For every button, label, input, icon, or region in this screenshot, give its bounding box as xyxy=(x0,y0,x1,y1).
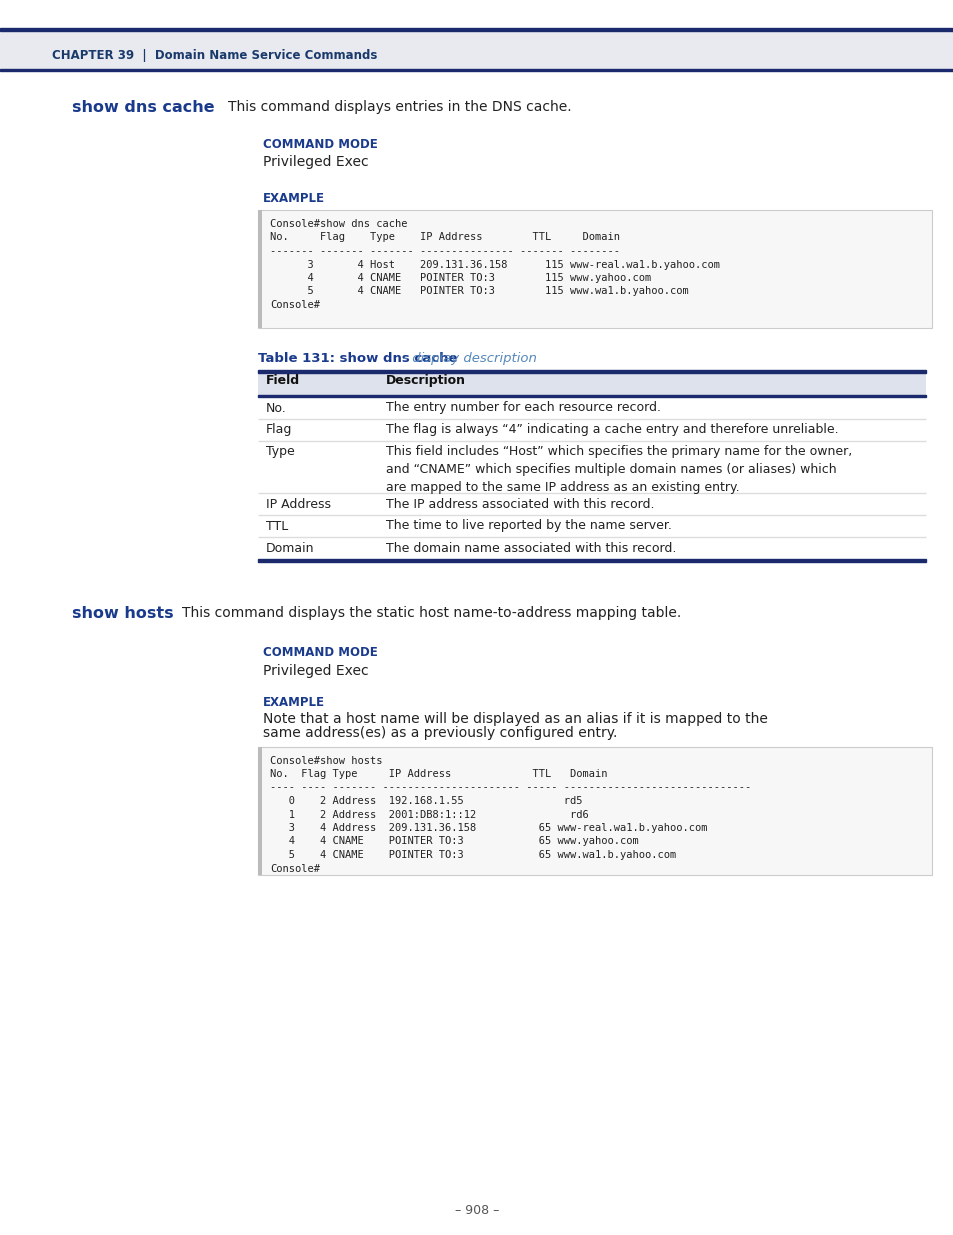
Text: The time to live reported by the name server.: The time to live reported by the name se… xyxy=(386,520,671,532)
Text: COMMAND MODE: COMMAND MODE xyxy=(263,138,377,151)
Text: No.  Flag Type     IP Address             TTL   Domain: No. Flag Type IP Address TTL Domain xyxy=(270,769,607,779)
Text: TTL: TTL xyxy=(266,520,288,532)
Bar xyxy=(0,28,953,31)
Bar xyxy=(257,210,262,329)
Text: The flag is always “4” indicating a cache entry and therefore unreliable.: The flag is always “4” indicating a cach… xyxy=(386,424,838,436)
Bar xyxy=(257,370,925,373)
Bar xyxy=(257,746,931,874)
Text: 3       4 Host    209.131.36.158      115 www-real.wa1.b.yahoo.com: 3 4 Host 209.131.36.158 115 www-real.wa1… xyxy=(270,259,720,269)
Text: Console#show hosts: Console#show hosts xyxy=(270,756,382,766)
Text: 5       4 CNAME   POINTER TO:3        115 www.wa1.b.yahoo.com: 5 4 CNAME POINTER TO:3 115 www.wa1.b.yah… xyxy=(270,287,688,296)
Bar xyxy=(0,31,953,69)
Text: show hosts: show hosts xyxy=(71,606,173,621)
Text: The entry number for each resource record.: The entry number for each resource recor… xyxy=(386,401,660,415)
Text: 1    2 Address  2001:DB8:1::12               rd6: 1 2 Address 2001:DB8:1::12 rd6 xyxy=(270,809,588,820)
Text: This field includes “Host” which specifies the primary name for the owner,
and “: This field includes “Host” which specifi… xyxy=(386,446,851,494)
Text: EXAMPLE: EXAMPLE xyxy=(263,697,325,709)
Bar xyxy=(257,373,925,395)
Text: This command displays the static host name-to-address mapping table.: This command displays the static host na… xyxy=(182,606,680,620)
Text: - display description: - display description xyxy=(399,352,537,366)
Text: Console#: Console# xyxy=(270,863,319,873)
Text: The IP address associated with this record.: The IP address associated with this reco… xyxy=(386,498,654,510)
Text: Description: Description xyxy=(386,374,465,387)
Text: Console#show dns cache: Console#show dns cache xyxy=(270,219,407,228)
Bar xyxy=(257,746,262,874)
Text: This command displays entries in the DNS cache.: This command displays entries in the DNS… xyxy=(228,100,571,114)
Text: 4       4 CNAME   POINTER TO:3        115 www.yahoo.com: 4 4 CNAME POINTER TO:3 115 www.yahoo.com xyxy=(270,273,651,283)
Text: 0    2 Address  192.168.1.55                rd5: 0 2 Address 192.168.1.55 rd5 xyxy=(270,797,582,806)
Bar xyxy=(257,395,925,396)
Text: ------- ------- ------- --------------- ------- --------: ------- ------- ------- --------------- … xyxy=(270,246,619,256)
Text: ---- ---- ------- ---------------------- ----- ------------------------------: ---- ---- ------- ----------------------… xyxy=(270,783,750,793)
Text: 3    4 Address  209.131.36.158          65 www-real.wa1.b.yahoo.com: 3 4 Address 209.131.36.158 65 www-real.w… xyxy=(270,823,707,832)
Text: Table 131: show dns cache: Table 131: show dns cache xyxy=(257,352,457,366)
Text: CHAPTER 39  |  Domain Name Service Commands: CHAPTER 39 | Domain Name Service Command… xyxy=(52,49,377,63)
Text: Field: Field xyxy=(266,374,300,387)
Text: No.: No. xyxy=(266,401,287,415)
Text: Flag: Flag xyxy=(266,424,292,436)
Bar xyxy=(0,69,953,70)
Text: No.     Flag    Type    IP Address        TTL     Domain: No. Flag Type IP Address TTL Domain xyxy=(270,232,619,242)
Text: – 908 –: – 908 – xyxy=(455,1203,498,1216)
Text: show dns cache: show dns cache xyxy=(71,100,214,115)
Text: Privileged Exec: Privileged Exec xyxy=(263,156,368,169)
Text: Console#: Console# xyxy=(270,300,319,310)
Text: Type: Type xyxy=(266,446,294,458)
Text: EXAMPLE: EXAMPLE xyxy=(263,191,325,205)
Bar xyxy=(257,558,925,562)
Text: IP Address: IP Address xyxy=(266,498,331,510)
Text: 5    4 CNAME    POINTER TO:3            65 www.wa1.b.yahoo.com: 5 4 CNAME POINTER TO:3 65 www.wa1.b.yaho… xyxy=(270,850,676,860)
Text: same address(es) as a previously configured entry.: same address(es) as a previously configu… xyxy=(263,726,617,741)
Text: The domain name associated with this record.: The domain name associated with this rec… xyxy=(386,541,676,555)
Text: Note that a host name will be displayed as an alias if it is mapped to the: Note that a host name will be displayed … xyxy=(263,713,767,726)
Text: Privileged Exec: Privileged Exec xyxy=(263,663,368,678)
Text: 4    4 CNAME    POINTER TO:3            65 www.yahoo.com: 4 4 CNAME POINTER TO:3 65 www.yahoo.com xyxy=(270,836,639,846)
Text: Domain: Domain xyxy=(266,541,314,555)
Text: COMMAND MODE: COMMAND MODE xyxy=(263,646,377,659)
Bar xyxy=(257,210,931,329)
